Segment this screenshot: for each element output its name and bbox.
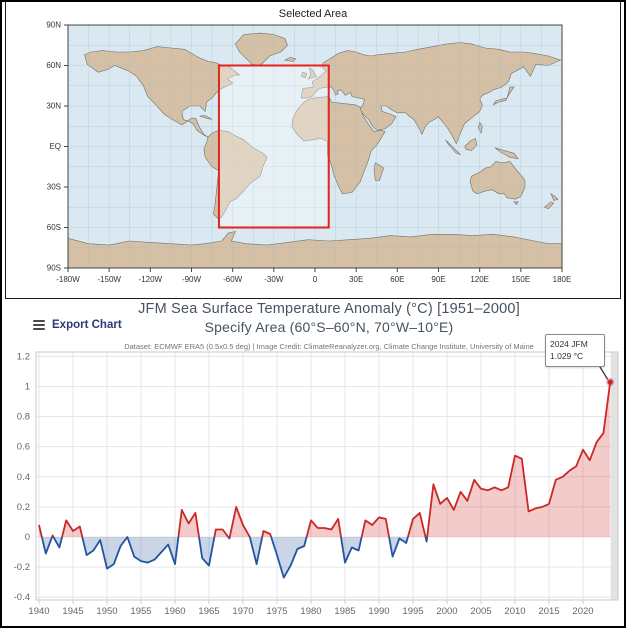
landmass [283,57,297,62]
landmass [300,42,562,145]
map-lon-label: 150E [511,275,530,284]
chart-credit: Dataset: ECMWF ERA5 (0.5x0.5 deg) | Imag… [124,342,534,351]
map-title: Selected Area [278,8,348,20]
map-lon-label: 90E [431,275,445,284]
map-lon-label: 120E [470,275,489,284]
map-lon-label: 30E [349,275,363,284]
annotation-title: 2024 JFM [550,339,588,349]
menu-icon [33,318,45,332]
landmass [492,86,515,106]
selection-box[interactable] [217,64,330,229]
landmass [477,121,483,134]
landmass [445,139,461,155]
export-chart-label: Export Chart [52,319,122,331]
landmass [543,201,555,209]
map-lat-label: 60S [47,223,61,232]
export-chart-button[interactable]: Export Chart [33,318,122,332]
map-lon-label: -90W [182,275,202,284]
map-lat-label: 30N [46,102,61,111]
map-lon-label: -180W [56,275,80,284]
map-lon-label: -30W [264,275,284,284]
landmass [235,32,288,66]
map-lat-label: 60N [46,61,61,70]
map-lon-label: -60W [223,275,243,284]
chart-title: JFM Sea Surface Temperature Anomaly (°C)… [138,301,520,317]
map-lon-label: 60E [390,275,404,284]
selection-highlight [218,65,329,228]
landmass [373,162,384,181]
map-lon-label: -120W [139,275,163,284]
landmass [550,193,559,201]
annotation-callout: 2024 JFM 1.029 °C [545,334,605,367]
map-lat-label: 90S [47,264,61,273]
map-lat-label: EQ [49,142,61,151]
chart-subtitle: Specify Area (60°S–60°N, 70°W–10°E) [204,319,454,335]
map-lat-label: 30S [47,183,61,192]
landmass [464,137,478,151]
landmass [300,71,308,79]
annotation-value: 1.029 °C [550,351,584,362]
map-lat-label: 90N [46,21,61,30]
map-lon-label: -150W [97,275,121,284]
landmass [513,201,519,206]
map-lon-label: 0 [313,275,318,284]
map-lon-label: 180E [553,275,572,284]
